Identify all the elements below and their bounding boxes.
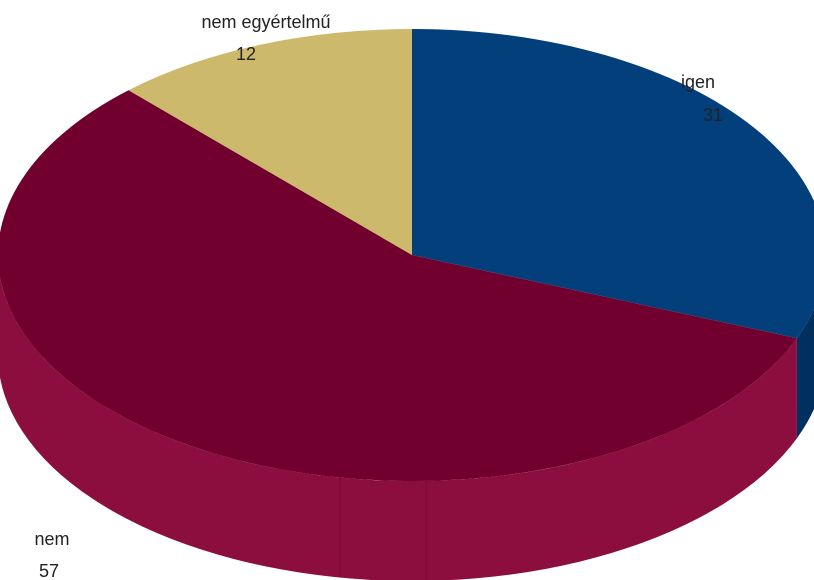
slice-label-igen: igen [681,72,715,92]
pie-slice-nem [0,90,797,481]
pie-label-layer: igen 31 nem 57 nem egyértelmű 12 [34,12,723,580]
pie-slice-igen [412,29,814,339]
pie-slice-nem-egyertelmu [128,28,412,255]
pie-side-nem [0,276,797,580]
pie-side-igen [796,308,814,439]
slice-label-nem: nem [34,529,69,549]
slice-label-nem-egyertelmu: nem egyértelmű [201,12,330,32]
slice-value-igen: 31 [703,105,723,125]
pie-top-layer [0,28,814,481]
pie-side-layer [0,276,814,580]
slice-value-nem-egyertelmu: 12 [236,44,256,64]
slice-value-nem: 57 [39,561,59,580]
